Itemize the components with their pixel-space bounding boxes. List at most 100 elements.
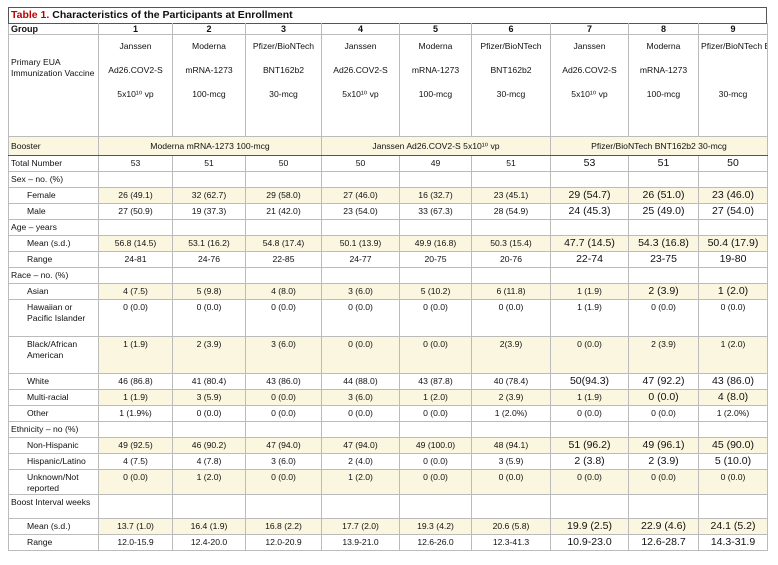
row-label: Hispanic/Latino — [8, 453, 99, 470]
vaccine-product: mRNA-1273 — [411, 65, 460, 75]
table-row: Other 1 (1.9%) 0 (0.0) 0 (0.0) 0 (0.0) 0 (0.0… — [8, 405, 768, 422]
table-row: Asian 4 (7.5) 5 (9.8) 4 (8.0) 3 (6.0) 5 (10.2… — [8, 283, 768, 300]
table-cell: 47 (94.0) — [321, 437, 400, 454]
table-title-text: Characteristics of the Participants at E… — [52, 9, 293, 21]
table-cell: 50(94.3) — [550, 373, 629, 390]
table-cell — [321, 494, 400, 519]
table-cell — [245, 421, 322, 438]
vaccine-manufacturer: Pfizer/BioNTech — [480, 41, 542, 51]
table-cell — [172, 171, 246, 188]
vaccine-cell: Janssen Ad26.COV2-S 5x10¹⁰ vp — [321, 34, 400, 137]
table-cell: 28 (54.9) — [471, 203, 551, 220]
row-label: Black/African American — [8, 336, 99, 374]
table-cell: 25 (49.0) — [628, 203, 699, 220]
table-title: Table 1. Characteristics of the Particip… — [8, 7, 767, 23]
row-label: Range — [8, 251, 99, 268]
table-cell — [698, 219, 768, 236]
section-header-row: Race – no. (%) — [8, 267, 768, 284]
table-cell: 0 (0.0) — [550, 469, 629, 495]
table-cell: 50.1 (13.9) — [321, 235, 400, 252]
table-row: White 46 (86.8) 41 (80.4) 43 (86.0) 44 (88.0… — [8, 373, 768, 390]
table-cell: 12.6-26.0 — [399, 534, 472, 551]
table-cell: 47 (94.0) — [245, 437, 322, 454]
table-cell: 1 (2.0%) — [698, 405, 768, 422]
section-header-row: Sex – no. (%) — [8, 171, 768, 188]
table-cell: 24-77 — [321, 251, 400, 268]
table-cell: 1 (2.0) — [399, 389, 472, 406]
vaccine-dose: 100-mcg — [646, 89, 681, 99]
table-cell: 53 — [550, 155, 629, 172]
table-cell — [98, 267, 173, 284]
row-label: Other — [8, 405, 99, 422]
table-cell — [698, 267, 768, 284]
vaccine-label: Primary EUA Immunization Vaccine — [8, 34, 99, 137]
table-cell — [471, 494, 551, 519]
table-cell: 23-75 — [628, 251, 699, 268]
vaccine-cell: Janssen Ad26.COV2-S 5x10¹⁰ vp — [550, 34, 629, 137]
table-cell: 0 (0.0) — [321, 336, 400, 374]
table-row: Female 26 (49.1) 32 (62.7) 29 (58.0) 27 (46.… — [8, 187, 768, 204]
table-cell: 4 (8.0) — [698, 389, 768, 406]
table-cell: 41 (80.4) — [172, 373, 246, 390]
table-cell: 1 (2.0) — [321, 469, 400, 495]
row-label: Multi-racial — [8, 389, 99, 406]
table-cell: 3 (6.0) — [245, 453, 322, 470]
table-cell: 29 (54.7) — [550, 187, 629, 204]
section-header-row: Age – years — [8, 219, 768, 236]
table-cell: 27 (50.9) — [98, 203, 173, 220]
table-cell: 1 (1.9) — [98, 389, 173, 406]
table-cell: 1 (2.0) — [172, 469, 246, 495]
table-cell: 23 (54.0) — [321, 203, 400, 220]
table-cell — [550, 421, 629, 438]
table-cell: 3 (6.0) — [321, 389, 400, 406]
table-cell: 2 (4.0) — [321, 453, 400, 470]
characteristics-table-container: Table 1. Characteristics of the Particip… — [8, 7, 768, 551]
table-row: Hispanic/Latino 4 (7.5) 4 (7.8) 3 (6.0) 2 (4… — [8, 453, 768, 470]
vaccine-cell: Pfizer/BioNTech BNT162b2 30-mcg — [471, 34, 551, 137]
table-cell: 27 (54.0) — [698, 203, 768, 220]
vaccine-cell: Moderna mRNA-1273 100-mcg — [172, 34, 246, 137]
table-cell — [471, 421, 551, 438]
table-cell — [399, 171, 472, 188]
table-cell: 32 (62.7) — [172, 187, 246, 204]
table-row: Non-Hispanic 49 (92.5) 46 (90.2) 47 (94.0) 4… — [8, 437, 768, 454]
table-cell: 45 (90.0) — [698, 437, 768, 454]
table-cell: 56.8 (14.5) — [98, 235, 173, 252]
table-cell: 10.9-23.0 — [550, 534, 629, 551]
vaccine-product: Ad26.COV2-S — [333, 65, 388, 75]
table-cell — [245, 219, 322, 236]
table-cell: 0 (0.0) — [245, 389, 322, 406]
table-cell: 5 (10.0) — [698, 453, 768, 470]
table-cell: 26 (51.0) — [628, 187, 699, 204]
group-number: 1 — [98, 23, 173, 35]
table-cell — [321, 219, 400, 236]
table-cell: 3 (5.9) — [172, 389, 246, 406]
table-cell — [550, 171, 629, 188]
table-cell: 0 (0.0) — [98, 299, 173, 337]
vaccine-row: Primary EUA Immunization Vaccine Janssen… — [8, 34, 768, 137]
table-cell: 13.9-21.0 — [321, 534, 400, 551]
section-label: Age – years — [8, 219, 99, 236]
vaccine-manufacturer: Moderna — [646, 41, 681, 51]
table-cell — [172, 421, 246, 438]
table-cell: 53 — [98, 155, 173, 172]
table-cell: 1 (1.9) — [550, 389, 629, 406]
table-cell — [399, 421, 472, 438]
table-cell: 1 (1.9) — [550, 299, 629, 337]
table-cell: 0 (0.0) — [321, 405, 400, 422]
vaccine-cell: Pfizer/BioNTech BNT162b2 30-mcg — [698, 34, 768, 137]
table-cell — [321, 171, 400, 188]
table-cell — [550, 267, 629, 284]
table-cell: 51 — [172, 155, 246, 172]
table-cell: 22-85 — [245, 251, 322, 268]
table-cell: 54.3 (16.8) — [628, 235, 699, 252]
table-cell: 50 — [321, 155, 400, 172]
table-row: Mean (s.d.) 56.8 (14.5) 53.1 (16.2) 54.8 (1… — [8, 235, 768, 252]
table-cell: 51 (96.2) — [550, 437, 629, 454]
booster-set-3: Pfizer/BioNTech BNT162b2 30-mcg — [550, 136, 768, 156]
vaccine-manufacturer: Janssen — [119, 41, 152, 51]
table-cell — [628, 219, 699, 236]
table-cell: 13.7 (1.0) — [98, 518, 173, 535]
group-number: 4 — [321, 23, 400, 35]
table-cell: 0 (0.0) — [550, 336, 629, 374]
